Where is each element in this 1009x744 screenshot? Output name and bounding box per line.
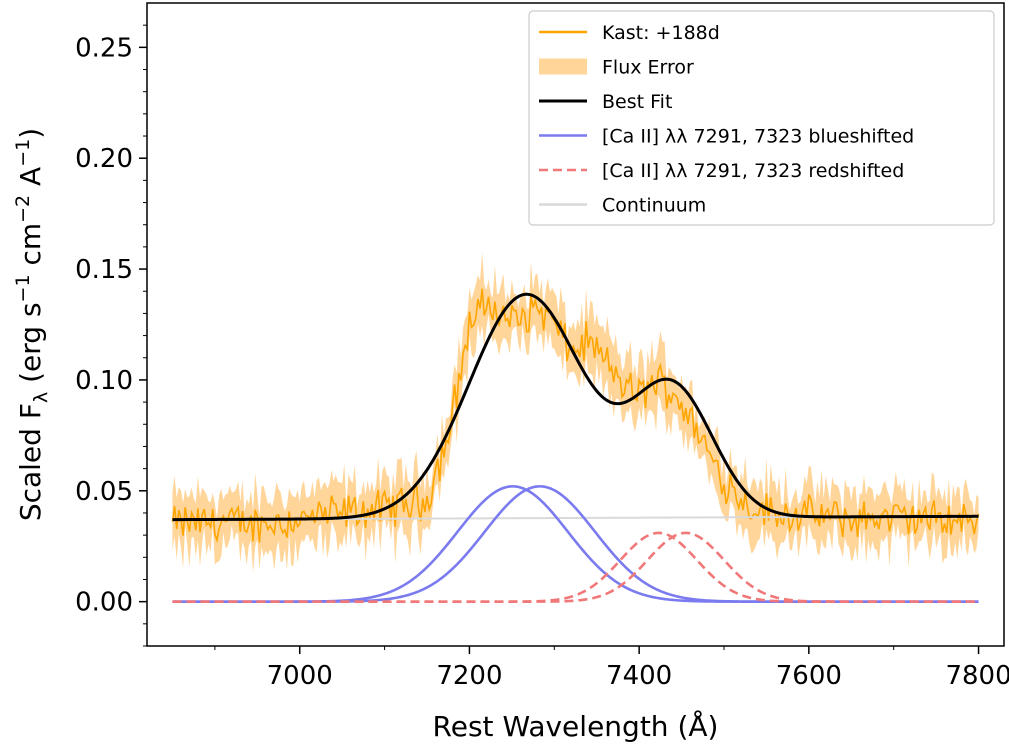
y-axis-label-part-1: λ — [30, 392, 52, 403]
y-axis-label-part-7: −1 — [12, 139, 34, 167]
plot-area — [171, 252, 980, 603]
legend-label-fit: Best Fit — [602, 91, 672, 113]
x-tick-label-7600: 7600 — [776, 661, 842, 691]
legend-label-err: Flux Error — [602, 57, 694, 79]
legend: Kast: +188d Flux Error Best Fit [Ca II] λλ … — [528, 10, 995, 226]
axes-frame — [146, 2, 1005, 647]
x-tick-label-7400: 7400 — [606, 661, 672, 691]
y-axis-label-part-4: cm — [14, 223, 47, 275]
x-axis-label: Rest Wavelength (Å) — [433, 709, 719, 743]
legend-label-blue: [Ca II] λλ 7291, 7323 blueshifted — [602, 126, 914, 148]
y-axis-label: Scaled Fλ (erg s−1 cm−2 A−1) — [12, 128, 52, 521]
x-tick-label-7800: 7800 — [945, 661, 1009, 691]
legend-label-kast: Kast: +188d — [602, 22, 720, 44]
legend-label-red: [Ca II] λλ 7291, 7323 redshifted — [602, 160, 904, 182]
flux-error-band — [172, 252, 979, 573]
y-axis-label-part-3: −1 — [12, 274, 34, 302]
y-tick-label-4: 0.20 — [75, 144, 133, 174]
y-axis-label-part-6: A — [14, 167, 47, 195]
y-tick-label-2: 0.10 — [75, 366, 133, 396]
legend-box — [528, 10, 995, 226]
y-axis-label-part-8: ) — [14, 128, 47, 139]
legend-handle-err — [539, 58, 587, 75]
x-tick-label-7000: 7000 — [267, 661, 333, 691]
y-tick-label-3: 0.15 — [75, 255, 133, 285]
legend-label-cont: Continuum — [602, 195, 706, 217]
y-axis-label-part-0: Scaled F — [14, 403, 47, 521]
y-tick-label-1: 0.05 — [75, 477, 133, 507]
y-tick-label-5: 0.25 — [75, 33, 133, 63]
x-tick-label-7200: 7200 — [436, 661, 502, 691]
y-tick-label-0: 0.00 — [75, 588, 133, 618]
axes: 7000 7200 7400 7600 7800 0.00 0.05 0.10 0.15 0.20… — [12, 2, 1009, 743]
redshifted-component-2 — [172, 531, 979, 603]
best-fit-line — [172, 292, 979, 522]
y-axis-label-part-2: (erg s — [14, 302, 47, 391]
y-axis-label-part-5: −2 — [12, 195, 34, 223]
